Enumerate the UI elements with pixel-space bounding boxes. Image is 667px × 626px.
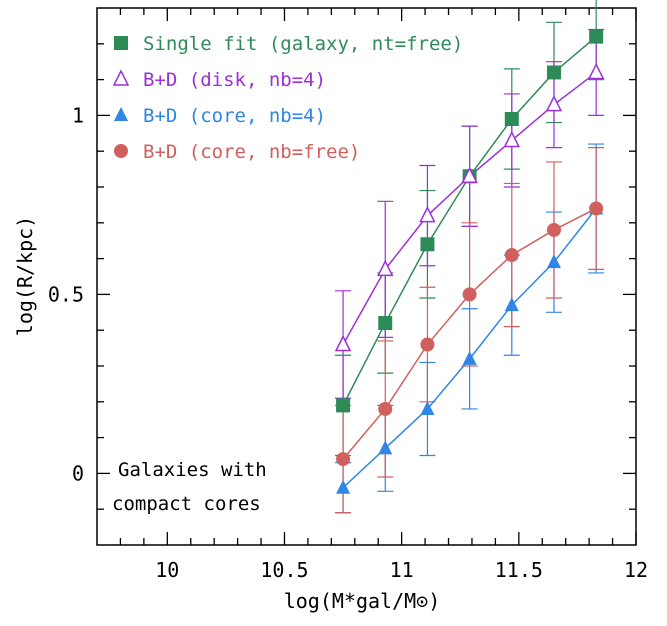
marker: [546, 222, 561, 237]
marker: [336, 398, 351, 413]
marker: [420, 337, 435, 352]
y-tick-label: 0.5: [48, 282, 84, 306]
marker: [589, 29, 604, 44]
plot-frame: [96, 7, 637, 546]
x-tick-label: 11: [390, 558, 414, 582]
legend-label: B+D (disk, nb=4): [143, 69, 326, 91]
marker: [545, 94, 563, 112]
annotation: compact cores: [112, 493, 261, 515]
y-axis-label: log(R/kpc): [13, 216, 37, 336]
y-tick-label: 1: [72, 103, 84, 127]
x-axis-label: log(M*gal/M⊙): [284, 589, 441, 613]
marker: [504, 111, 519, 126]
marker: [377, 259, 394, 277]
marker: [504, 297, 519, 312]
marker: [503, 130, 521, 148]
marker: [589, 201, 604, 216]
legend-marker: [112, 69, 130, 86]
x-tick-label: 10: [155, 558, 179, 582]
x-tick-label: 12: [624, 558, 648, 582]
legend-label: B+D (core, nb=4): [143, 105, 326, 127]
y-tick-label: 0: [72, 461, 84, 485]
marker: [419, 205, 436, 223]
marker: [587, 62, 605, 80]
legend-label: Single fit (galaxy, nt=free): [143, 33, 463, 55]
x-tick-label: 10.5: [260, 558, 308, 582]
marker: [462, 287, 477, 302]
marker: [336, 452, 351, 467]
legend-marker: [114, 36, 128, 50]
annotation: Galaxies with: [118, 459, 267, 481]
marker: [378, 316, 393, 331]
marker: [420, 237, 435, 252]
marker: [336, 479, 351, 494]
marker: [378, 401, 393, 416]
marker: [420, 400, 435, 415]
legend-marker: [114, 144, 128, 158]
marker: [378, 440, 393, 455]
marker: [461, 166, 478, 184]
marker: [546, 254, 561, 269]
x-tick-label: 11.5: [495, 558, 543, 582]
marker: [334, 334, 352, 352]
legend-label: B+D (core, nb=free): [143, 141, 360, 163]
marker: [546, 65, 561, 80]
marker: [462, 350, 477, 365]
marker: [504, 248, 519, 263]
legend-marker: [114, 107, 128, 121]
